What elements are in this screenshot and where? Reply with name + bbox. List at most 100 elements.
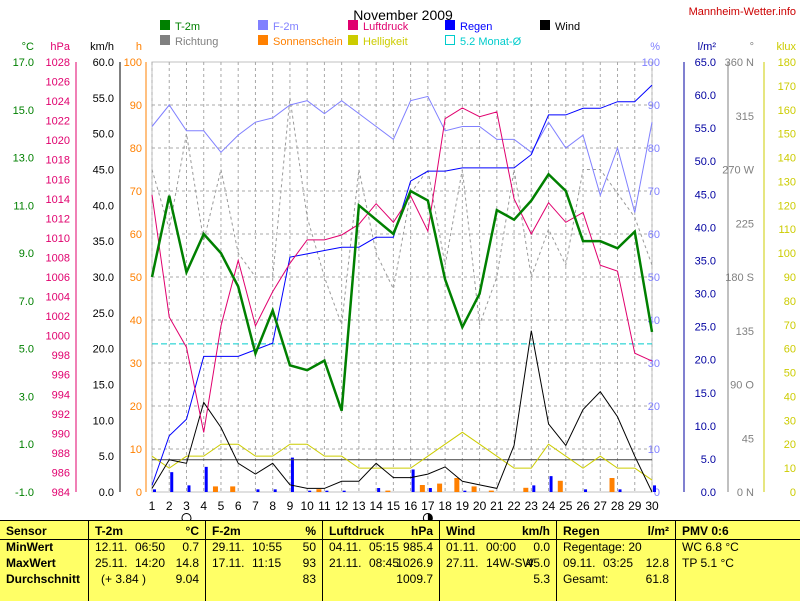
legend-swatch: [445, 20, 455, 30]
legend-swatch: [160, 20, 170, 30]
axis-tick-label: 60.0: [695, 90, 716, 102]
hum-min-val: 50: [302, 540, 316, 554]
temp-head: T-2m: [95, 524, 124, 538]
axis-tick-label: 70: [784, 320, 796, 332]
axis-tick-label: 70: [130, 186, 142, 198]
axis-tick-label: 90: [130, 100, 142, 112]
axis-tick-label: 180: [778, 57, 796, 69]
pmv-head: PMV 0:6: [682, 524, 729, 538]
axis-unit: km/h: [90, 41, 114, 53]
axis-tick-label: 1028: [46, 57, 70, 69]
axis-tick-label: 0: [790, 487, 796, 499]
legend-swatch: [540, 20, 550, 30]
axis-tick-label: 225: [736, 218, 754, 230]
axis-tick-label: 135: [736, 326, 754, 338]
humidity-line: [151, 95, 653, 213]
axis-tick-label: 50.0: [93, 129, 114, 141]
wind-max-time: 14W-SW: [486, 556, 534, 570]
temp-avg-note: (+ 3.84 ): [101, 572, 147, 586]
pmv-tp: TP 5.1 °C: [682, 556, 734, 570]
axis-tick-label: 90: [784, 272, 796, 284]
x-tick-label: 10: [300, 499, 314, 513]
axis-unit: %: [650, 41, 660, 53]
rain-days: Regentage: 20: [563, 540, 642, 554]
axis-tick-label: 986: [52, 467, 70, 479]
x-tick-label: 15: [387, 499, 401, 513]
x-tick-label: 22: [507, 499, 521, 513]
legend-label: Regen: [460, 21, 492, 33]
axis-tick-label: 20: [784, 439, 796, 451]
legend-label: Wind: [555, 21, 580, 33]
axis-tick-label: 1016: [46, 174, 70, 186]
wind-min-val: 0.0: [533, 540, 550, 554]
sunshine-bar: [488, 490, 494, 492]
legend-label: T-2m: [175, 21, 200, 33]
axis-tick-label: 100: [778, 248, 796, 260]
axis-tick-label: 13.0: [13, 153, 34, 165]
legend-item: 5.2 Monat-Ø: [445, 35, 522, 48]
sunshine-bar: [454, 478, 460, 492]
axis-tick-label: 90: [648, 100, 660, 112]
stats-wind-column: Wind km/h 01.11. 00:00 0.0 27.11. 14W-SW 45.0…: [440, 520, 556, 601]
x-tick-label: 20: [473, 499, 487, 513]
temp-max-val: 14.8: [175, 556, 199, 570]
rain-bar: [204, 466, 208, 492]
sunshine-bar: [212, 486, 218, 492]
rain-bar: [428, 488, 432, 492]
axis-tick-label: 17.0: [13, 57, 34, 69]
axis-tick-label: 20.0: [695, 355, 716, 367]
hum-max-time: 11:15: [252, 556, 282, 570]
axis-tick-label: 988: [52, 448, 70, 460]
stats-pressure-column: Luftdruck hPa 04.11. 05:15 985.4 21.11. 08:4…: [323, 520, 439, 601]
stats-temp-column: T-2m °C 12.11. 06:50 0.7 25.11. 14:20 14.8 (+…: [89, 520, 205, 601]
axis-tick-label: -1.0: [15, 487, 34, 499]
rain-bar: [256, 489, 260, 492]
axis-tick-label: 80: [648, 143, 660, 155]
legend-swatch: [348, 20, 358, 30]
x-tick-label: 26: [576, 499, 590, 513]
x-tick-label: 25: [559, 499, 573, 513]
legend-label: Luftdruck: [363, 21, 409, 33]
press-min-date: 04.11.: [329, 540, 362, 554]
press-max-val: 1026.9: [396, 556, 433, 570]
rain-max-val: 12.8: [645, 556, 669, 570]
axis-tick-label: 30.0: [93, 272, 114, 284]
axis-tick-label: 30: [784, 415, 796, 427]
rain-bar: [153, 489, 156, 492]
legend-swatch: [258, 20, 268, 30]
axis-tick-label: 1.0: [19, 439, 34, 451]
axis-tick-label: 9.0: [19, 248, 34, 260]
x-tick-label: 21: [490, 499, 504, 513]
axis-tick-label: 1014: [46, 194, 70, 206]
full-moon-icon: [181, 513, 192, 520]
press-min-val: 985.4: [402, 540, 433, 554]
axis-tick-label: 315: [736, 111, 754, 123]
x-tick-label: 19: [456, 499, 470, 513]
wind-line: [151, 330, 653, 493]
rain-bar: [170, 472, 174, 492]
axis-tick-label: 0.0: [701, 487, 716, 499]
axis-tick-label: 20: [648, 401, 660, 413]
sunshine-bar: [385, 490, 391, 492]
legend-item: Helligkeit: [348, 35, 408, 48]
axis-unit: l/m²: [698, 41, 717, 53]
x-tick-label: 28: [611, 499, 625, 513]
axis-tick-label: 15.0: [93, 380, 114, 392]
press-max-time: 08:45: [369, 556, 400, 570]
axis-tick-label: 1024: [46, 96, 70, 108]
rain-max-time: 03:25: [603, 556, 634, 570]
hum-avg-val: 83: [302, 572, 316, 586]
chart-legend: T-2m Richtung F-2m Sonnenschein Luftdruck Hel…: [160, 20, 580, 48]
hum-min-time: 10:55: [252, 540, 283, 554]
legend-label: Richtung: [175, 36, 218, 48]
axis-tick-label: 55.0: [93, 93, 114, 105]
stats-rain-column: Regen l/m² Regentage: 20 09.11. 03:25 12.8 …: [557, 520, 675, 601]
legend-item: Wind: [540, 20, 580, 33]
hum-max-val: 93: [302, 556, 316, 570]
axis-tick-label: 40.0: [695, 222, 716, 234]
axis-tick-label: 998: [52, 350, 70, 362]
axis-tick-label: 11.0: [13, 200, 34, 212]
pmv-wc: WC 6.8 °C: [682, 540, 739, 554]
legend-item: Luftdruck: [348, 20, 409, 33]
axis-tick-label: 0: [136, 487, 142, 499]
